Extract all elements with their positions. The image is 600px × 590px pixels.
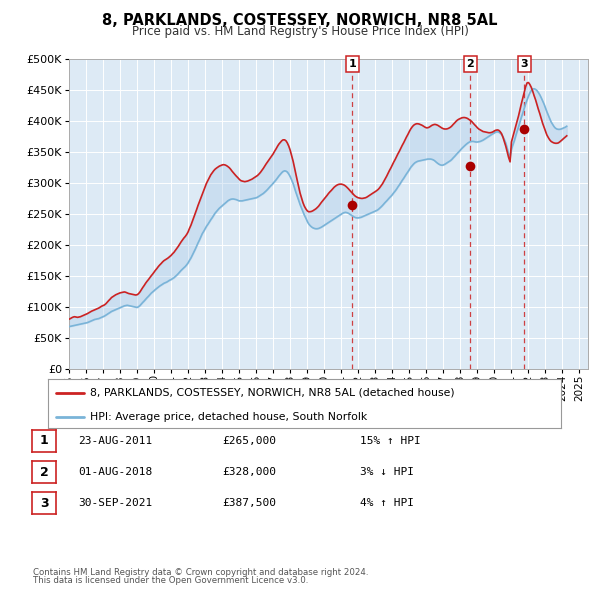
Text: 23-AUG-2011: 23-AUG-2011 — [78, 436, 152, 445]
Text: £265,000: £265,000 — [222, 436, 276, 445]
Text: 8, PARKLANDS, COSTESSEY, NORWICH, NR8 5AL: 8, PARKLANDS, COSTESSEY, NORWICH, NR8 5A… — [102, 13, 498, 28]
Text: 3% ↓ HPI: 3% ↓ HPI — [360, 467, 414, 477]
Text: £387,500: £387,500 — [222, 499, 276, 508]
Text: 01-AUG-2018: 01-AUG-2018 — [78, 467, 152, 477]
Text: £328,000: £328,000 — [222, 467, 276, 477]
Text: This data is licensed under the Open Government Licence v3.0.: This data is licensed under the Open Gov… — [33, 576, 308, 585]
Text: 8, PARKLANDS, COSTESSEY, NORWICH, NR8 5AL (detached house): 8, PARKLANDS, COSTESSEY, NORWICH, NR8 5A… — [90, 388, 455, 398]
Text: 4% ↑ HPI: 4% ↑ HPI — [360, 499, 414, 508]
Text: 15% ↑ HPI: 15% ↑ HPI — [360, 436, 421, 445]
Text: 1: 1 — [348, 59, 356, 69]
Text: 3: 3 — [520, 59, 528, 69]
Text: 2: 2 — [466, 59, 474, 69]
Text: 1: 1 — [40, 434, 49, 447]
Text: HPI: Average price, detached house, South Norfolk: HPI: Average price, detached house, Sout… — [90, 412, 367, 422]
Text: 3: 3 — [40, 497, 49, 510]
Text: Contains HM Land Registry data © Crown copyright and database right 2024.: Contains HM Land Registry data © Crown c… — [33, 568, 368, 577]
Text: 2: 2 — [40, 466, 49, 478]
Text: 30-SEP-2021: 30-SEP-2021 — [78, 499, 152, 508]
Text: Price paid vs. HM Land Registry's House Price Index (HPI): Price paid vs. HM Land Registry's House … — [131, 25, 469, 38]
